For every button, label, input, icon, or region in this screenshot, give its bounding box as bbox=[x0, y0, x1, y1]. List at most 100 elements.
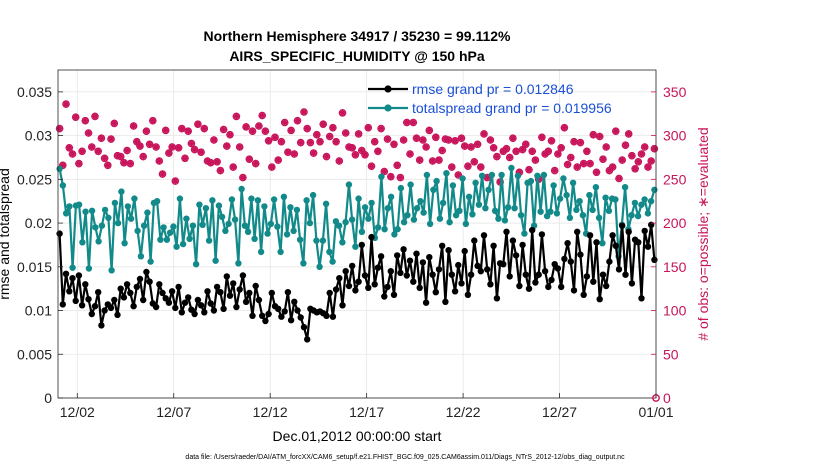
totalspread-point bbox=[225, 220, 232, 228]
evaluated-obs-marker bbox=[445, 136, 453, 144]
rmse-point bbox=[69, 275, 76, 282]
totalspread-point bbox=[537, 208, 544, 215]
evaluated-obs-marker bbox=[261, 127, 269, 135]
rmse-point bbox=[85, 296, 92, 303]
totalspread-point bbox=[192, 261, 200, 268]
x-tick-label: 12/02 bbox=[60, 404, 95, 420]
totalspread-point bbox=[202, 205, 210, 212]
legend-rmse-label: rmse grand pr = 0.012846 bbox=[412, 81, 574, 97]
evaluated-obs-marker bbox=[104, 161, 112, 169]
totalspread-point bbox=[56, 165, 63, 172]
chart-title-line1: Northern Hemisphere 34917 / 35230 = 99.1… bbox=[203, 28, 511, 44]
evaluated-obs-marker bbox=[518, 145, 527, 154]
evaluated-obs-marker bbox=[268, 163, 276, 171]
evaluated-obs-marker bbox=[322, 152, 331, 161]
totalspread-point bbox=[495, 215, 502, 222]
rmse-point bbox=[114, 311, 121, 319]
totalspread-point bbox=[218, 213, 226, 221]
totalspread-point bbox=[345, 181, 353, 188]
rmse-point bbox=[628, 280, 636, 287]
rmse-point bbox=[259, 312, 266, 319]
evaluated-obs-marker bbox=[236, 143, 244, 151]
totalspread-point bbox=[394, 226, 401, 233]
rmse-point bbox=[342, 268, 349, 275]
legend-totalspread-marker bbox=[384, 104, 392, 112]
totalspread-point bbox=[248, 195, 255, 202]
rmse-point bbox=[461, 247, 468, 255]
evaluated-obs-marker bbox=[367, 162, 376, 170]
evaluated-obs-marker bbox=[65, 144, 73, 152]
evaluated-obs-marker bbox=[544, 147, 552, 155]
evaluated-obs-marker bbox=[547, 137, 556, 145]
totalspread-point bbox=[111, 199, 119, 207]
evaluated-obs-marker bbox=[650, 145, 658, 153]
evaluated-obs-marker bbox=[586, 159, 594, 168]
rmse-point bbox=[197, 302, 205, 309]
totalspread-point bbox=[420, 209, 427, 216]
evaluated-obs-marker bbox=[335, 157, 343, 165]
evaluated-obs-marker bbox=[380, 167, 388, 176]
evaluated-obs-marker bbox=[502, 145, 511, 153]
evaluated-obs-marker bbox=[258, 111, 266, 120]
evaluated-obs-marker bbox=[139, 152, 147, 161]
totalspread-point bbox=[488, 171, 496, 179]
rmse-point bbox=[561, 255, 568, 263]
totalspread-point bbox=[118, 188, 125, 195]
evaluated-obs-marker bbox=[647, 157, 655, 165]
rmse-point bbox=[390, 291, 398, 298]
evaluated-obs-marker bbox=[538, 133, 546, 141]
right-tick-label: 200 bbox=[663, 215, 687, 231]
rmse-point bbox=[429, 271, 436, 278]
totalspread-point bbox=[423, 171, 431, 179]
rmse-point bbox=[159, 289, 166, 297]
totalspread-point bbox=[127, 215, 135, 222]
totalspread-point bbox=[274, 223, 281, 230]
evaluated-obs-marker bbox=[75, 159, 83, 168]
rmse-point bbox=[107, 304, 115, 312]
rmse-point bbox=[471, 237, 478, 244]
totalspread-point bbox=[88, 207, 96, 214]
evaluated-obs-marker bbox=[644, 163, 652, 171]
evaluated-obs-marker bbox=[162, 126, 170, 134]
evaluated-obs-marker bbox=[464, 162, 472, 170]
evaluated-obs-marker bbox=[631, 165, 639, 173]
evaluated-obs-marker bbox=[210, 136, 218, 144]
x-axis: 12/02 12/07 12/12 12/17 12/22 12/27 01/01 bbox=[60, 393, 674, 420]
rmse-point bbox=[349, 262, 356, 270]
evaluated-obs-marker bbox=[573, 163, 581, 171]
rmse-point bbox=[487, 281, 494, 288]
totalspread-point bbox=[209, 197, 216, 204]
evaluated-obs-marker bbox=[316, 138, 324, 146]
totalspread-point bbox=[547, 208, 554, 215]
totalspread-point bbox=[339, 239, 346, 246]
evaluated-obs-marker bbox=[146, 140, 154, 148]
evaluated-obs-marker bbox=[628, 152, 636, 160]
evaluated-obs-marker bbox=[248, 127, 257, 135]
evaluated-obs-marker bbox=[184, 127, 192, 135]
totalspread-line bbox=[58, 166, 656, 272]
rmse-point bbox=[236, 286, 243, 293]
rmse-point bbox=[474, 262, 481, 270]
rmse-point bbox=[78, 302, 86, 309]
totalspread-point bbox=[459, 175, 466, 182]
evaluated-obs-marker bbox=[557, 144, 565, 152]
evaluated-obs-marker bbox=[158, 170, 167, 178]
rmse-point bbox=[381, 293, 388, 300]
left-tick-label: 0.035 bbox=[17, 84, 52, 100]
totalspread-point bbox=[527, 177, 535, 185]
evaluated-obs-marker bbox=[178, 125, 186, 133]
totalspread-point bbox=[332, 218, 340, 225]
evaluated-obs-marker bbox=[589, 131, 597, 139]
evaluated-obs-marker bbox=[59, 161, 67, 169]
evaluated-obs-marker bbox=[493, 152, 501, 161]
rmse-point bbox=[226, 292, 234, 299]
totalspread-point bbox=[69, 264, 76, 271]
totalspread-point bbox=[342, 219, 349, 226]
rmse-point bbox=[567, 258, 574, 265]
rmse-point bbox=[397, 269, 404, 277]
totalspread-point bbox=[79, 239, 86, 246]
evaluated-obs-marker bbox=[165, 149, 173, 157]
evaluated-obs-marker bbox=[358, 146, 366, 155]
x-tick-label: 12/07 bbox=[156, 404, 191, 420]
